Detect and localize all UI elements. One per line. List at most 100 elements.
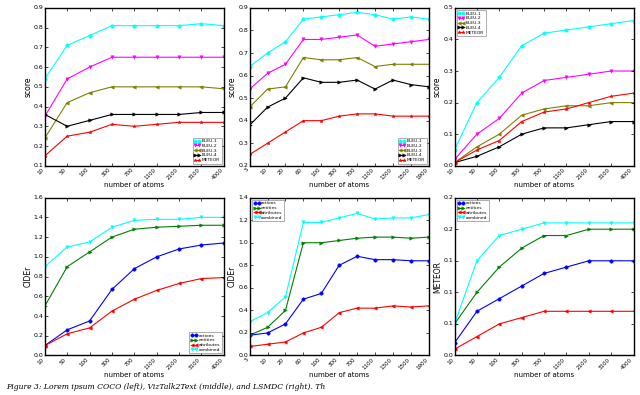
BLEU-2 bbox=[451, 157, 458, 162]
Legend: BLEU-1, BLEU-2, BLEU-3, BLEU-4, METEOR: BLEU-1, BLEU-2, BLEU-3, BLEU-4, METEOR bbox=[397, 137, 426, 164]
METEOR bbox=[63, 134, 71, 139]
BLEU-3 bbox=[264, 87, 271, 92]
BLEU-2 bbox=[540, 78, 548, 83]
METEOR bbox=[131, 124, 138, 129]
BLEU-1 bbox=[585, 24, 593, 29]
Line: METEOR: METEOR bbox=[248, 112, 431, 156]
BLEU-3 bbox=[473, 145, 481, 149]
BLEU-2 bbox=[585, 72, 593, 77]
entities bbox=[264, 325, 271, 330]
combined bbox=[540, 220, 548, 225]
combined bbox=[300, 220, 307, 225]
BLEU-1 bbox=[86, 33, 93, 38]
combined bbox=[86, 240, 93, 245]
Legend: actions, entities, attributes, combined: actions, entities, attributes, combined bbox=[457, 200, 489, 221]
combined bbox=[108, 225, 116, 229]
entities bbox=[108, 235, 116, 239]
combined bbox=[335, 216, 343, 220]
BLEU-2 bbox=[198, 55, 205, 60]
METEOR bbox=[563, 107, 570, 111]
Y-axis label: METEOR: METEOR bbox=[433, 261, 442, 293]
BLEU-4 bbox=[220, 110, 228, 115]
BLEU-3 bbox=[246, 105, 253, 109]
BLEU-3 bbox=[451, 160, 458, 165]
BLEU-3 bbox=[518, 113, 525, 118]
METEOR bbox=[220, 120, 228, 125]
Y-axis label: CIDEr: CIDEr bbox=[23, 266, 32, 287]
combined bbox=[246, 319, 253, 324]
actions bbox=[563, 265, 570, 269]
entities bbox=[407, 236, 415, 241]
BLEU-2 bbox=[153, 55, 161, 60]
BLEU-1 bbox=[264, 51, 271, 55]
BLEU-2 bbox=[317, 37, 325, 42]
BLEU-1 bbox=[63, 43, 71, 48]
BLEU-3 bbox=[131, 85, 138, 89]
BLEU-2 bbox=[264, 71, 271, 76]
METEOR bbox=[540, 110, 548, 115]
BLEU-1 bbox=[473, 100, 481, 105]
BLEU-1 bbox=[131, 23, 138, 28]
attributes bbox=[264, 342, 271, 346]
BLEU-4 bbox=[607, 119, 615, 124]
BLEU-1 bbox=[630, 18, 637, 23]
BLEU-1 bbox=[495, 75, 503, 80]
Line: attributes: attributes bbox=[248, 304, 431, 348]
attributes bbox=[153, 288, 161, 293]
BLEU-4 bbox=[198, 110, 205, 115]
BLEU-4 bbox=[425, 85, 433, 89]
entities bbox=[451, 322, 458, 326]
BLEU-1 bbox=[425, 17, 433, 22]
BLEU-4 bbox=[585, 122, 593, 127]
Line: BLEU-4: BLEU-4 bbox=[452, 120, 636, 164]
Line: BLEU-2: BLEU-2 bbox=[452, 69, 636, 161]
BLEU-3 bbox=[282, 85, 289, 89]
entities bbox=[153, 225, 161, 229]
BLEU-2 bbox=[86, 65, 93, 70]
combined bbox=[264, 310, 271, 315]
attributes bbox=[86, 325, 93, 330]
attributes bbox=[585, 309, 593, 314]
BLEU-1 bbox=[300, 17, 307, 22]
combined bbox=[518, 227, 525, 231]
BLEU-3 bbox=[407, 62, 415, 67]
Line: BLEU-3: BLEU-3 bbox=[248, 56, 431, 109]
BLEU-2 bbox=[518, 91, 525, 96]
combined bbox=[585, 220, 593, 225]
BLEU-4 bbox=[63, 124, 71, 129]
BLEU-4 bbox=[317, 80, 325, 85]
BLEU-3 bbox=[630, 100, 637, 105]
BLEU-2 bbox=[353, 33, 361, 38]
BLEU-3 bbox=[153, 85, 161, 89]
BLEU-1 bbox=[317, 15, 325, 19]
entities bbox=[518, 246, 525, 250]
Line: BLEU-2: BLEU-2 bbox=[248, 33, 431, 91]
METEOR bbox=[585, 100, 593, 105]
entities bbox=[389, 235, 397, 239]
actions bbox=[41, 343, 49, 348]
combined bbox=[389, 216, 397, 220]
actions bbox=[153, 254, 161, 259]
BLEU-4 bbox=[282, 96, 289, 100]
BLEU-4 bbox=[473, 154, 481, 159]
BLEU-4 bbox=[153, 112, 161, 117]
entities bbox=[335, 238, 343, 243]
METEOR bbox=[607, 94, 615, 99]
BLEU-1 bbox=[335, 12, 343, 17]
entities bbox=[131, 227, 138, 231]
actions bbox=[63, 327, 71, 332]
METEOR bbox=[451, 160, 458, 165]
attributes bbox=[220, 275, 228, 280]
BLEU-3 bbox=[425, 62, 433, 67]
combined bbox=[607, 220, 615, 225]
Line: entities: entities bbox=[452, 228, 636, 325]
attributes bbox=[335, 310, 343, 315]
combined bbox=[407, 216, 415, 220]
attributes bbox=[353, 306, 361, 310]
METEOR bbox=[630, 91, 637, 96]
BLEU-4 bbox=[246, 123, 253, 128]
Line: combined: combined bbox=[248, 212, 431, 324]
Line: BLEU-2: BLEU-2 bbox=[43, 55, 226, 118]
BLEU-3 bbox=[317, 57, 325, 62]
BLEU-2 bbox=[425, 37, 433, 42]
